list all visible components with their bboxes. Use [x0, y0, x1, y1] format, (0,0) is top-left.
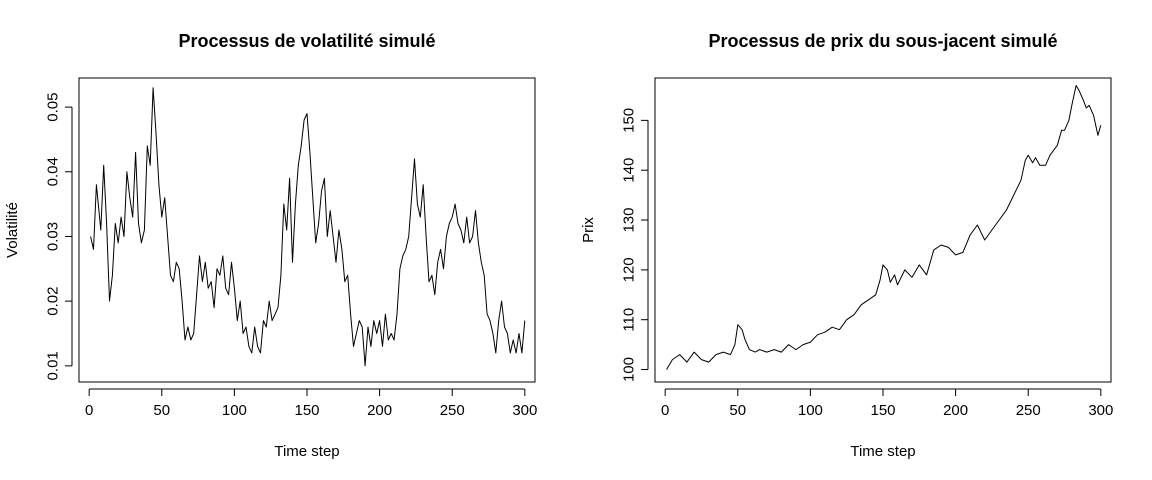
volatility-y-tick-label: 0.03	[45, 222, 62, 251]
volatility-x-axis: 0 50 100 150 200 250 300	[85, 388, 537, 419]
volatility-x-tick-label: 300	[512, 402, 537, 419]
volatility-y-tick-label: 0.01	[45, 351, 62, 380]
price-x-tick-label: 100	[798, 402, 823, 419]
price-x-tick-label: 250	[1016, 402, 1041, 419]
price-x-tick-label: 150	[870, 402, 895, 419]
price-x-tick-label: 300	[1088, 402, 1113, 419]
volatility-y-tick-label: 0.05	[45, 93, 62, 122]
price-y-axis: 100 110 120 130 140 150	[621, 108, 649, 382]
price-y-tick-label: 100	[621, 357, 638, 382]
volatility-y-tick-label: 0.02	[45, 287, 62, 316]
volatility-panel: Processus de volatilité simulé 0 50 100 150…	[4, 31, 537, 460]
volatility-x-tick-label: 250	[440, 402, 465, 419]
volatility-y-axis: 0.01 0.02 0.03 0.04 0.05	[45, 93, 73, 380]
price-x-tick-label: 0	[661, 402, 669, 419]
volatility-x-tick-label: 50	[153, 402, 170, 419]
price-y-tick-label: 150	[621, 108, 638, 133]
price-plot-frame	[654, 77, 1112, 383]
price-y-tick-label: 110	[621, 308, 638, 332]
volatility-plot-frame	[78, 77, 536, 383]
price-y-tick-label: 140	[621, 158, 638, 183]
price-chart-title: Processus de prix du sous-jacent simulé	[708, 31, 1057, 51]
volatility-x-tick-label: 200	[367, 402, 392, 419]
volatility-x-tick-label: 0	[85, 402, 93, 419]
price-y-tick-label: 120	[621, 257, 638, 282]
price-y-axis-label: Prix	[580, 217, 597, 243]
volatility-x-axis-label: Time step	[274, 443, 339, 460]
price-x-tick-label: 200	[943, 402, 968, 419]
price-x-axis: 0 50 100 150 200 250 300	[661, 388, 1113, 419]
price-panel: Processus de prix du sous-jacent simulé …	[580, 31, 1113, 460]
volatility-series-line	[90, 87, 526, 367]
volatility-y-tick-label: 0.04	[45, 157, 62, 186]
price-x-axis-label: Time step	[850, 443, 915, 460]
price-series-line	[666, 85, 1102, 370]
price-x-tick-label: 50	[729, 402, 746, 419]
volatility-y-axis-label: Volatilité	[4, 202, 21, 258]
price-y-tick-label: 130	[621, 208, 638, 233]
volatility-x-tick-label: 150	[294, 402, 319, 419]
volatility-x-tick-label: 100	[222, 402, 247, 419]
volatility-chart-title: Processus de volatilité simulé	[178, 31, 435, 51]
